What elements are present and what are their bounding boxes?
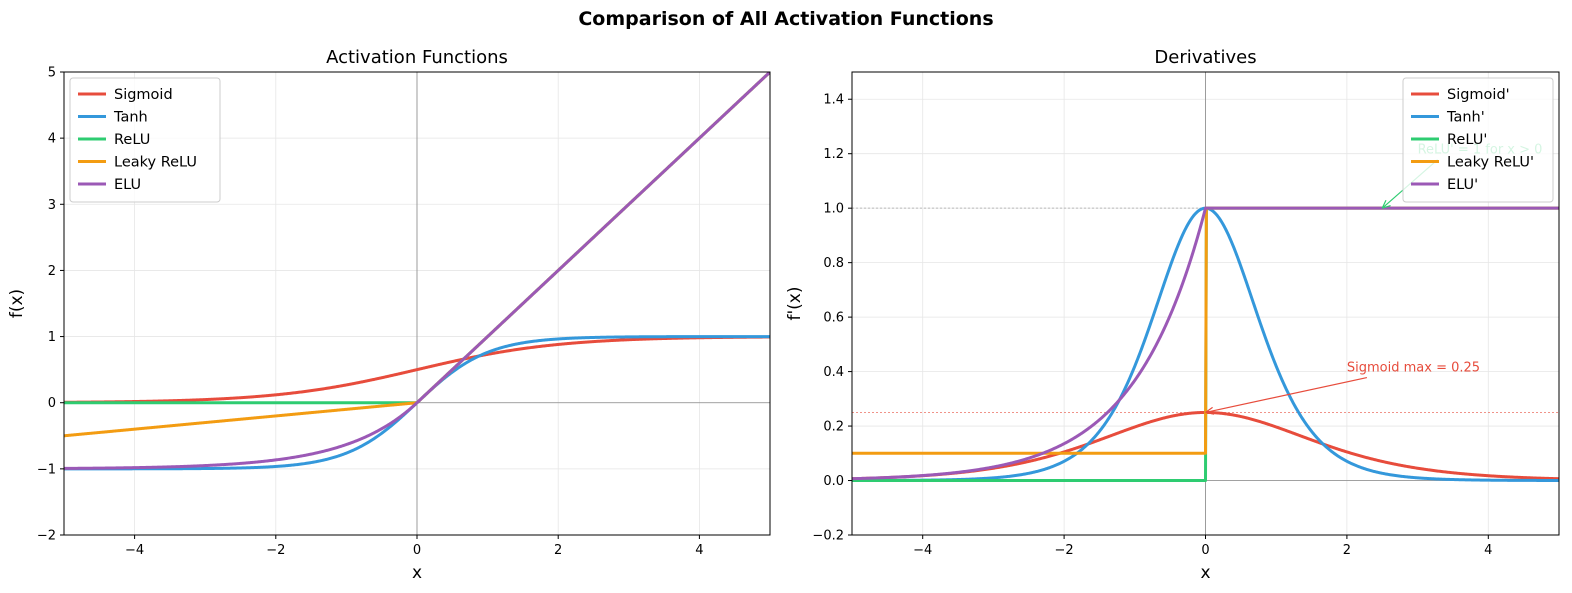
figure-suptitle: Comparison of All Activation Functions — [578, 8, 993, 30]
legend-entry: Leaky ReLU — [114, 155, 197, 171]
annotation-arrowhead — [1381, 200, 1391, 209]
legend-entry: Sigmoid — [114, 87, 173, 103]
x-tick-label: −4 — [913, 543, 932, 558]
series-line-elu — [852, 206, 1559, 481]
annotation: Sigmoid max = 0.25 — [1205, 361, 1480, 415]
x-tick-label: −4 — [125, 543, 144, 558]
x-tick-label: −2 — [1055, 543, 1074, 558]
activation-functions-chart: −4 −2 0 2 4 −2 −1 0 1 2 3 4 5 Activation Functions x f(… — [7, 47, 771, 583]
series-lines — [64, 72, 770, 471]
annotation-text: Sigmoid max = 0.25 — [1347, 361, 1480, 376]
y-tick-label: 0.2 — [823, 420, 844, 435]
y-tick-label: 0.0 — [823, 474, 844, 489]
legend-entry: ELU — [114, 177, 141, 193]
x-axis-label: x — [412, 563, 422, 583]
y-tick-label: 5 — [48, 66, 56, 81]
y-tick-label: 1.4 — [823, 93, 844, 108]
x-tick-label: 0 — [413, 543, 421, 558]
x-tick-label: 4 — [695, 543, 703, 558]
x-tick-label: −2 — [266, 543, 285, 558]
chart-title: Activation Functions — [326, 47, 508, 68]
legend-box — [69, 77, 221, 203]
legend-entry: ReLU — [114, 132, 150, 148]
legend-entry: Tanh — [113, 110, 148, 126]
legend: Sigmoid' Tanh' ReLU' Leaky ReLU' ELU' — [1402, 77, 1554, 203]
y-tick-label: 0.4 — [823, 365, 844, 380]
y-tick-label: 1 — [48, 330, 56, 345]
y-tick-label: 0.6 — [823, 311, 844, 326]
y-tick-label: 0 — [48, 396, 56, 411]
y-tick-label: 1.0 — [823, 202, 844, 217]
series-line-leaky — [852, 206, 1559, 455]
series-lines — [852, 206, 1559, 483]
series-line-sigmoid — [64, 335, 770, 404]
y-tick-label: −1 — [37, 462, 56, 477]
x-tick-label: 0 — [1201, 543, 1209, 558]
y-tick-label: 4 — [48, 132, 56, 147]
annotation-arrow — [1205, 377, 1368, 414]
y-tick-label: 2 — [48, 264, 56, 279]
y-tick-label: 1.2 — [823, 147, 844, 162]
y-tick-label: −0.2 — [812, 529, 844, 544]
y-tick-label: −2 — [37, 529, 56, 544]
y-tick-label: 0.8 — [823, 256, 844, 271]
legend-box — [1402, 77, 1554, 203]
x-axis-label: x — [1200, 563, 1210, 583]
x-tick-label: 2 — [554, 543, 562, 558]
y-axis-label: f(x) — [7, 289, 27, 318]
legend: Sigmoid Tanh ReLU Leaky ReLU ELU — [69, 77, 221, 203]
y-tick-label: 3 — [48, 198, 56, 213]
y-axis-label: f'(x) — [785, 287, 805, 321]
x-tick-label: 4 — [1484, 543, 1492, 558]
legend-entry: Sigmoid' — [1447, 87, 1510, 103]
chart-title: Derivatives — [1154, 47, 1256, 68]
annotation-arrowhead — [1205, 406, 1215, 415]
legend-entry: Tanh' — [1446, 110, 1485, 126]
derivatives-chart: −4 −2 0 2 4 −0.2 0.0 0.2 0.4 0.6 0.8 1.0 1.2 1.4 Deriv… — [785, 47, 1560, 583]
x-tick-label: 2 — [1343, 543, 1351, 558]
legend-entry: ReLU' — [1447, 132, 1487, 148]
legend-entry: Leaky ReLU' — [1447, 155, 1534, 171]
series-line-elu — [64, 72, 770, 470]
legend-entry: ELU' — [1447, 177, 1478, 193]
